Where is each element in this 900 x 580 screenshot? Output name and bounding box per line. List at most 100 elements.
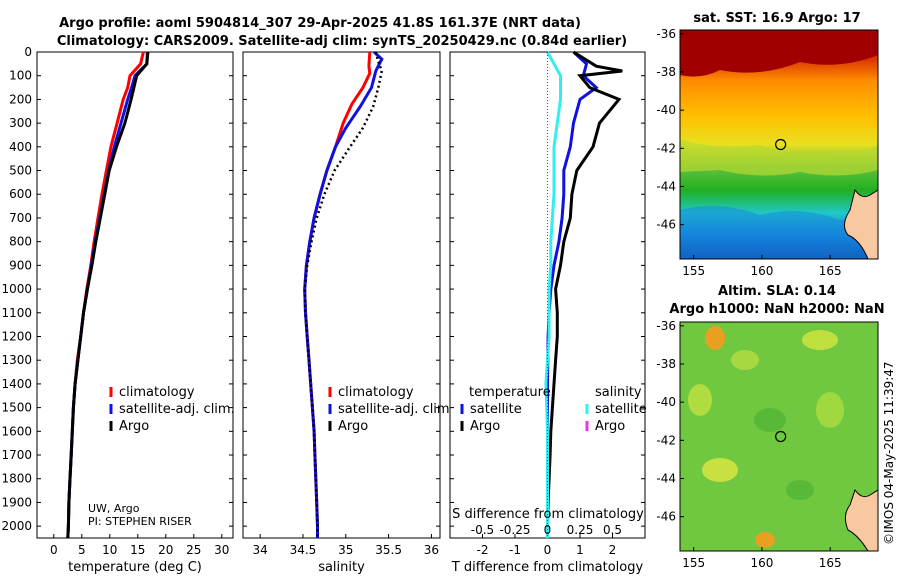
map-x-tick-label: 160 (750, 556, 773, 570)
legend-label: satellite-adj. clim. (119, 402, 235, 417)
map-x-tick-label: 160 (750, 264, 773, 278)
map-y-tick-label: -42 (656, 433, 676, 447)
legend-label: Argo (119, 419, 149, 434)
y-tick-label: 300 (9, 116, 32, 130)
sst-map-title: sat. SST: 16.9 Argo: 17 (693, 11, 860, 26)
y-tick-label: 1000 (1, 282, 32, 296)
map-y-tick-label: -36 (656, 319, 676, 333)
x-tick-label: 0 (544, 543, 552, 557)
map-y-tick-label: -38 (656, 65, 676, 79)
y-tick-label: 1800 (1, 472, 32, 486)
sst-map-image (680, 30, 878, 259)
sst-argo-marker (775, 138, 787, 151)
panel-temperature: 0100200300400500600700800900100011001200… (1, 45, 234, 575)
y-tick-label: 700 (9, 211, 32, 225)
map-y-tick-label: -46 (656, 218, 676, 232)
y-tick-label: 400 (9, 140, 32, 154)
y-tick-label: 1500 (1, 401, 32, 415)
y-tick-label: 600 (9, 187, 32, 201)
y-tick-label: 100 (9, 69, 32, 83)
y-tick-label: 500 (9, 164, 32, 178)
panel-salinity: 34 34.5 35 35.5 36 salinity climatology satelli… (242, 50, 454, 575)
x-tick-label: 1 (576, 543, 584, 557)
x-axis-label: T difference from climatology (451, 560, 644, 575)
legend-title-temperature: temperature (469, 385, 551, 400)
plot-frame (36, 51, 234, 539)
x-tick-label: 34.5 (290, 543, 317, 557)
map-y-tick-label: -36 (656, 27, 676, 41)
x-axis-label: salinity (318, 560, 365, 575)
sla-map-title-line2: Argo h1000: NaN h2000: NaN (669, 302, 884, 317)
map-x-tick-label: 165 (819, 264, 842, 278)
map-x-tick-label: 155 (682, 264, 705, 278)
s-tick-label: 0.25 (567, 523, 594, 537)
s-diff-axis-label: S difference from climatology (452, 507, 644, 522)
map-y-tick-label: -38 (656, 357, 676, 371)
legend-label: satellite (470, 402, 522, 417)
s-tick-label: 0.5 (603, 523, 622, 537)
x-tick-label: 0 (50, 543, 58, 557)
x-tick-label: 10 (102, 543, 117, 557)
map-y-tick-label: -46 (656, 510, 676, 524)
s-tick-label: -0.25 (499, 523, 530, 537)
series-line (544, 51, 562, 538)
legend-label: Argo (338, 419, 368, 434)
y-tick-label: 800 (9, 235, 32, 249)
annotation-line1: UW, Argo (88, 502, 140, 515)
x-tick-label: 15 (130, 543, 145, 557)
legend-title-salinity: salinity (595, 385, 642, 400)
sla-argo-marker (775, 430, 787, 443)
legend-label: Argo (470, 419, 500, 434)
legend-label: Argo (595, 419, 625, 434)
map-x-tick-label: 155 (682, 556, 705, 570)
y-tick-label: 1400 (1, 377, 32, 391)
sla-map-title-line1: Altim. SLA: 0.14 (718, 284, 836, 299)
y-tick-label: 1300 (1, 353, 32, 367)
y-tick-label: 1900 (1, 495, 32, 509)
map-y-tick-label: -40 (656, 395, 676, 409)
y-tick-label: 2000 (1, 519, 32, 533)
legend-label: climatology (119, 385, 195, 400)
x-tick-label: 36 (424, 543, 439, 557)
s-tick-label: -0.5 (471, 523, 494, 537)
x-tick-label: -2 (477, 543, 489, 557)
x-tick-label: 25 (186, 543, 201, 557)
sst-map-frame (679, 29, 879, 260)
series-line (303, 50, 384, 538)
map-y-tick-label: -44 (656, 179, 676, 193)
x-tick-label: 2 (609, 543, 617, 557)
map-y-tick-label: -42 (656, 141, 676, 155)
sla-map-image (680, 322, 878, 551)
sla-map-frame (679, 321, 879, 552)
x-tick-label: -1 (509, 543, 521, 557)
x-axis-label: temperature (deg C) (68, 560, 202, 575)
x-tick-label: 35.5 (375, 543, 402, 557)
x-tick-label: 20 (158, 543, 173, 557)
x-tick-label: 34 (252, 543, 267, 557)
y-tick-label: 1100 (1, 306, 32, 320)
map-y-tick-label: -40 (656, 103, 676, 117)
annotation-line2: PI: STEPHEN RISER (88, 515, 192, 528)
map-y-tick-label: -44 (656, 471, 676, 485)
y-tick-label: 0 (24, 45, 32, 59)
y-tick-label: 1700 (1, 448, 32, 462)
y-tick-label: 200 (9, 92, 32, 106)
y-tick-label: 1600 (1, 424, 32, 438)
map-x-tick-label: 165 (819, 556, 842, 570)
x-tick-label: 30 (214, 543, 229, 557)
copyright-stamp: ©IMOS 04-May-2025 11:39:47 (882, 361, 896, 545)
x-tick-label: 5 (78, 543, 86, 557)
y-tick-label: 900 (9, 258, 32, 272)
title-line1: Argo profile: aoml 5904814_307 29-Apr-20… (59, 16, 581, 31)
legend-label: climatology (338, 385, 414, 400)
title-line2: Climatology: CARS2009. Satellite-adj cli… (57, 34, 627, 49)
s-tick-label: 0 (544, 523, 552, 537)
legend-label: satellite (595, 402, 647, 417)
panel-difference: -2 -1 0 1 2 T difference from climatology temp… (449, 50, 647, 575)
series-line (66, 51, 150, 539)
x-tick-label: 35 (338, 543, 353, 557)
series-line (546, 50, 623, 538)
legend-label: satellite-adj. clim. (338, 402, 454, 417)
y-tick-label: 1200 (1, 329, 32, 343)
